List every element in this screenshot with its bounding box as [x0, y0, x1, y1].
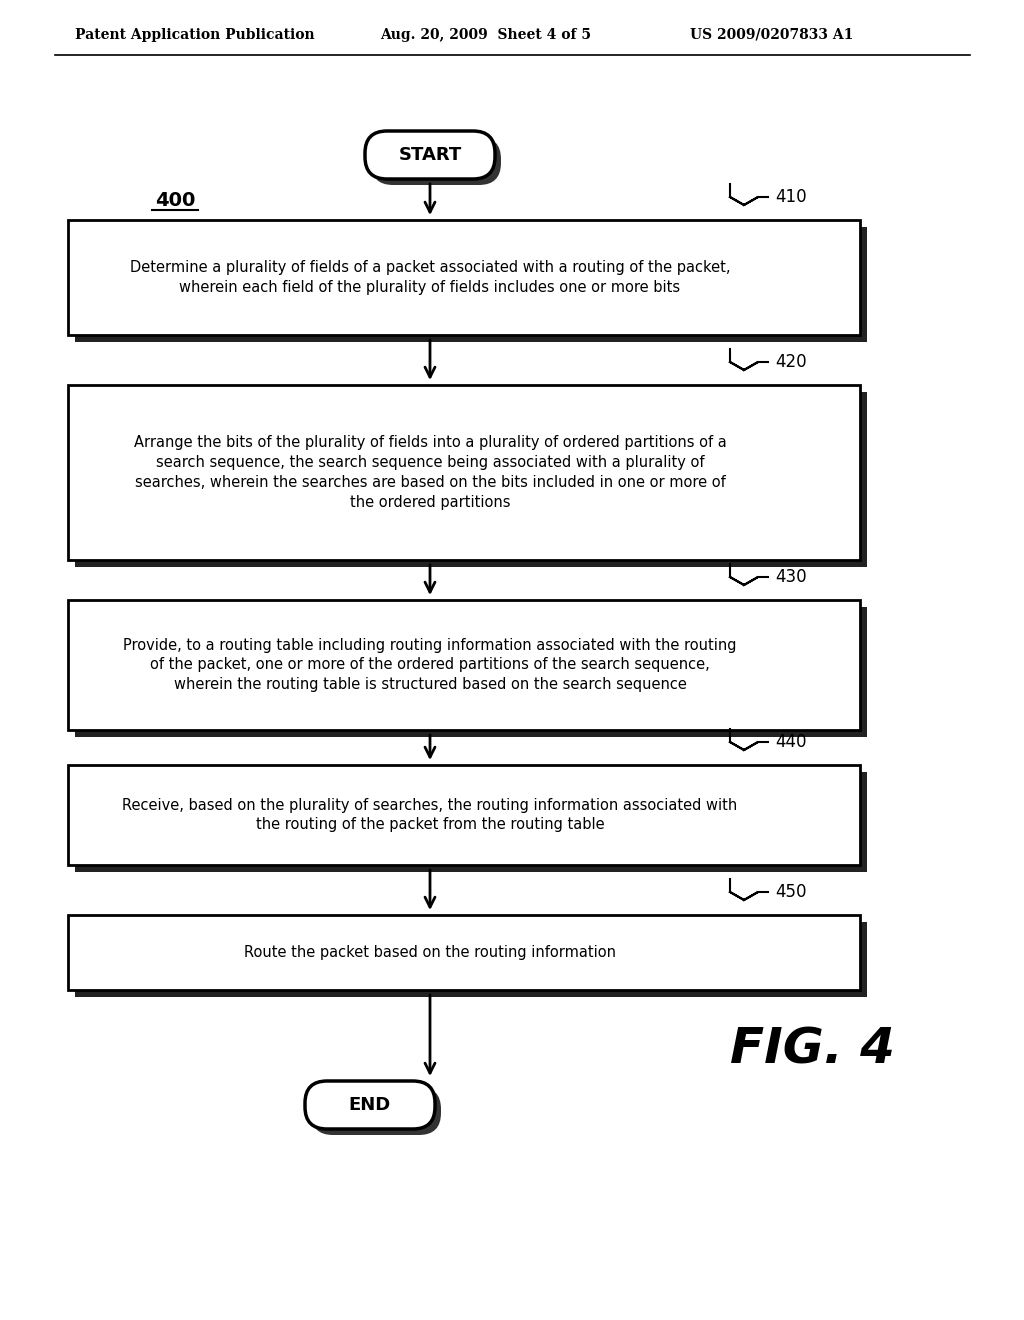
Text: 410: 410	[775, 187, 807, 206]
FancyBboxPatch shape	[311, 1086, 441, 1135]
Text: Provide, to a routing table including routing information associated with the ro: Provide, to a routing table including ro…	[123, 638, 736, 692]
Bar	[68, 601, 860, 730]
Bar	[68, 220, 860, 335]
Bar	[75, 392, 867, 568]
Text: START: START	[398, 147, 462, 164]
Text: 430: 430	[775, 568, 807, 586]
FancyBboxPatch shape	[305, 1081, 435, 1129]
Text: Determine a plurality of fields of a packet associated with a routing of the pac: Determine a plurality of fields of a pac…	[130, 260, 730, 294]
FancyBboxPatch shape	[371, 137, 501, 185]
Text: Patent Application Publication: Patent Application Publication	[75, 28, 314, 42]
Text: 420: 420	[775, 352, 807, 371]
Bar	[75, 772, 867, 873]
Text: 440: 440	[775, 733, 807, 751]
Text: FIG. 4: FIG. 4	[730, 1026, 895, 1074]
Bar	[68, 766, 860, 865]
Bar	[75, 607, 867, 737]
Text: Arrange the bits of the plurality of fields into a plurality of ordered partitio: Arrange the bits of the plurality of fie…	[133, 436, 726, 510]
FancyBboxPatch shape	[365, 131, 495, 180]
Bar	[68, 385, 860, 560]
Bar	[75, 227, 867, 342]
Bar	[68, 915, 860, 990]
Text: Receive, based on the plurality of searches, the routing information associated : Receive, based on the plurality of searc…	[123, 797, 737, 833]
Text: END: END	[349, 1096, 391, 1114]
Text: 400: 400	[155, 190, 196, 210]
Text: US 2009/0207833 A1: US 2009/0207833 A1	[690, 28, 853, 42]
Text: Aug. 20, 2009  Sheet 4 of 5: Aug. 20, 2009 Sheet 4 of 5	[380, 28, 591, 42]
Bar	[75, 921, 867, 997]
Text: Route the packet based on the routing information: Route the packet based on the routing in…	[244, 945, 616, 960]
Text: 450: 450	[775, 883, 807, 902]
